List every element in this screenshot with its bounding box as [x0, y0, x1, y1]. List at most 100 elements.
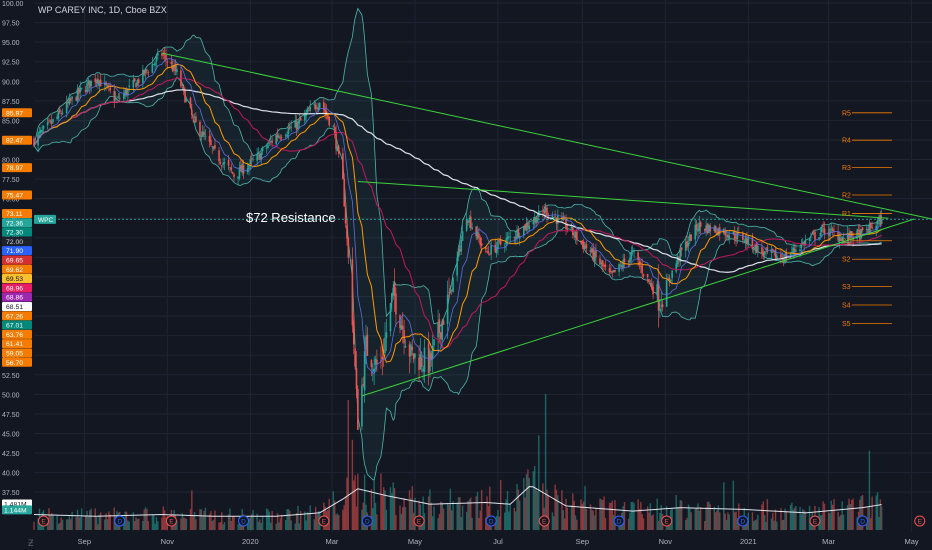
- earnings-marker[interactable]: [413, 515, 425, 527]
- candle: [328, 116, 331, 126]
- candle: [736, 232, 739, 239]
- candle: [713, 226, 716, 231]
- candle: [78, 88, 80, 94]
- svg-text:E: E: [813, 519, 818, 526]
- candle: [95, 79, 98, 84]
- y-tick-label: 80.00: [2, 158, 20, 165]
- candle: [38, 131, 41, 134]
- candle: [604, 264, 607, 267]
- dividend-marker[interactable]: [613, 515, 625, 527]
- candle: [118, 97, 121, 99]
- candle: [861, 227, 864, 230]
- earnings-marker[interactable]: [38, 515, 50, 527]
- candle: [46, 122, 49, 126]
- candle: [385, 332, 388, 339]
- candle: [641, 265, 643, 274]
- candle: [535, 216, 537, 224]
- candle: [842, 237, 845, 239]
- candle: [589, 250, 592, 253]
- svg-text:D: D: [117, 519, 122, 526]
- candle: [127, 88, 129, 96]
- dividend-marker[interactable]: [857, 515, 869, 527]
- candle: [97, 78, 99, 84]
- y-tick-label: 42.50: [2, 451, 20, 458]
- y-tick-label: 90.00: [2, 79, 20, 86]
- candle: [880, 219, 883, 225]
- candle: [154, 62, 156, 66]
- candle: [381, 356, 384, 360]
- candle: [638, 261, 641, 266]
- candle: [170, 61, 173, 64]
- candle: [581, 240, 584, 244]
- candle: [475, 226, 477, 237]
- earnings-marker[interactable]: [318, 515, 330, 527]
- trendline[interactable]: [161, 52, 932, 220]
- earnings-marker[interactable]: [165, 515, 177, 527]
- candle: [362, 383, 365, 386]
- price-axis[interactable]: 37.5040.0042.5045.0047.5050.0052.5055.00…: [2, 1, 32, 515]
- svg-text:D: D: [241, 519, 246, 526]
- candle: [287, 128, 290, 135]
- candle: [599, 258, 601, 265]
- candle: [516, 229, 518, 239]
- candle: [574, 231, 577, 238]
- candle: [106, 85, 109, 87]
- time-axis[interactable]: Sep Nov 2020 Mar May Jul Sep Nov 2021 Mar May: [78, 537, 919, 546]
- candle: [222, 163, 224, 165]
- symbol-tag-text: WPC: [38, 217, 53, 224]
- candle: [220, 165, 223, 167]
- earnings-marker[interactable]: [809, 515, 821, 527]
- candle: [99, 79, 102, 87]
- price-label-text: 69.62: [6, 267, 23, 274]
- dividend-marker[interactable]: [361, 515, 373, 527]
- candle: [871, 226, 873, 229]
- x-tick-label: May: [408, 537, 422, 546]
- candle: [582, 241, 585, 249]
- tradingview-logo-icon[interactable]: Ƶ: [28, 538, 34, 548]
- candle: [476, 231, 479, 239]
- candle: [269, 141, 272, 142]
- candle: [795, 250, 797, 252]
- candle: [137, 79, 140, 84]
- dividend-marker[interactable]: [485, 515, 497, 527]
- candle: [478, 233, 480, 239]
- price-label-text: 78.97: [6, 165, 23, 172]
- y-tick-label: 40.00: [2, 471, 20, 478]
- candle: [246, 168, 249, 173]
- earnings-marker[interactable]: [538, 515, 550, 527]
- dividend-marker[interactable]: [114, 515, 126, 527]
- candle: [528, 225, 531, 230]
- candle: [124, 90, 126, 96]
- price-label: [2, 301, 32, 311]
- candle: [735, 237, 737, 240]
- candle: [648, 278, 650, 282]
- trendline[interactable]: [357, 180, 889, 219]
- candle: [656, 284, 658, 296]
- earnings-marker[interactable]: [661, 515, 673, 527]
- price-label-text: 68.96: [6, 285, 23, 292]
- candle: [728, 235, 731, 239]
- symbol-tag: WPC: [34, 214, 56, 224]
- dividend-marker[interactable]: [737, 515, 749, 527]
- candle: [242, 165, 245, 174]
- earnings-marker[interactable]: [914, 515, 926, 527]
- pivot-label: S2: [842, 257, 851, 264]
- svg-text:E: E: [542, 519, 547, 526]
- candle: [195, 116, 197, 123]
- candle: [763, 251, 766, 255]
- candle: [56, 116, 58, 120]
- pivot-label: R5: [842, 110, 851, 117]
- candle: [144, 68, 147, 73]
- candle: [614, 269, 616, 272]
- candle: [800, 243, 803, 249]
- dividend-marker[interactable]: [238, 515, 250, 527]
- candle: [189, 97, 192, 108]
- candle: [200, 135, 203, 138]
- price-label: [2, 311, 32, 321]
- candle: [392, 287, 394, 296]
- candle: [865, 229, 868, 230]
- candle: [610, 271, 612, 273]
- candle: [484, 247, 487, 250]
- trendline[interactable]: [361, 218, 915, 397]
